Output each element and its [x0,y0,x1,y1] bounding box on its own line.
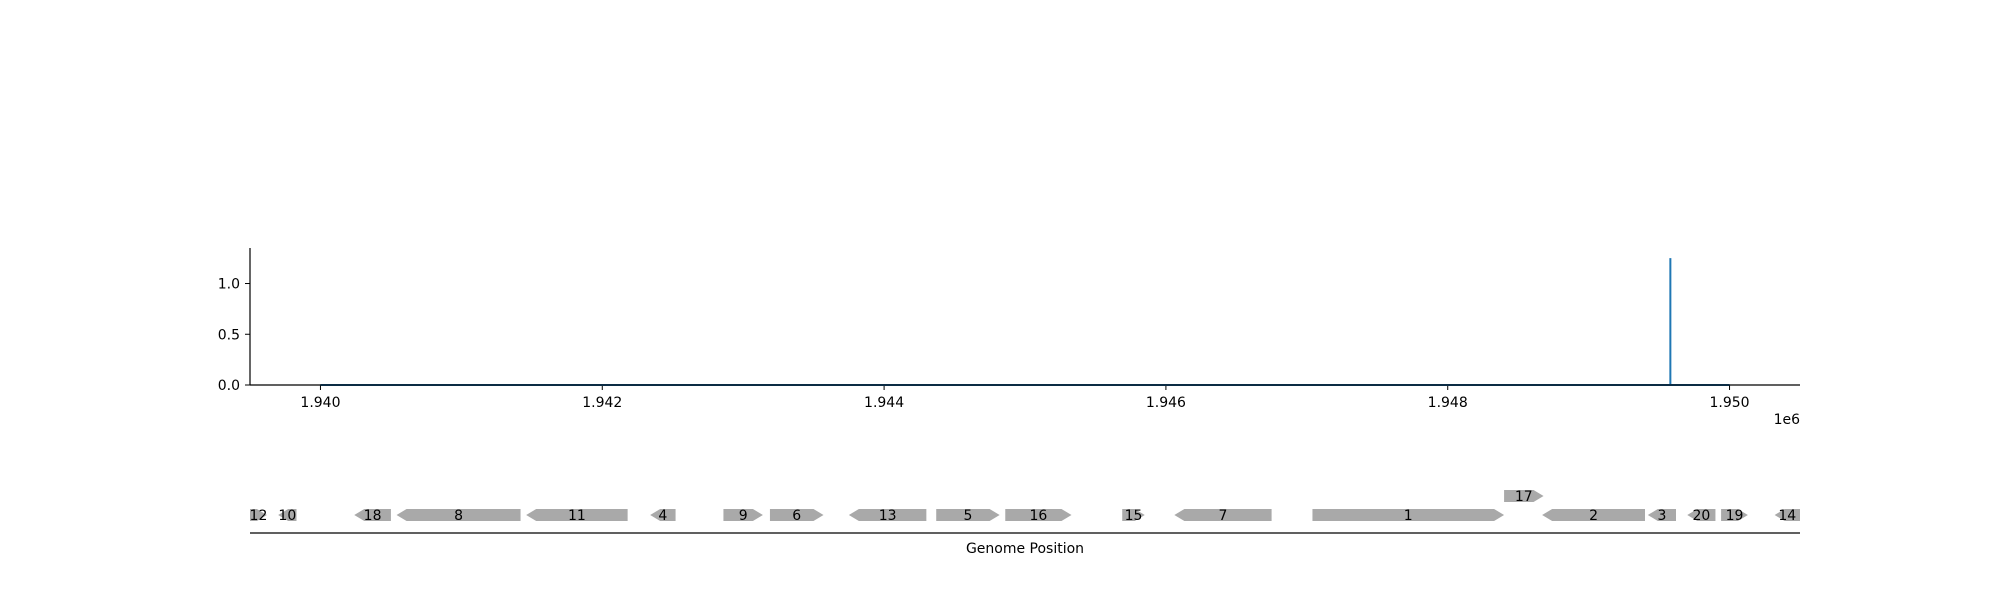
coverage-tick-group: 1.940 1.942 1.944 1.946 1.948 1.950 0.0 0.5 1.0 [218,277,1750,411]
x-tick-label: 1.946 [1146,395,1186,411]
gene-track-x-axis-label: Genome Position [966,541,1084,557]
gene-feature-label: 7 [1219,508,1228,524]
gene-feature-label: 17 [1515,489,1533,505]
gene-feature-label: 20 [1692,508,1710,524]
gene-feature-arrow [1647,509,1676,521]
x-tick-label: 1.940 [300,395,340,411]
gene-feature-label: 8 [454,508,463,524]
y-tick-label: 0.5 [218,327,240,343]
y-tick-label: 1.0 [218,277,240,293]
gene-feature-label: 18 [364,508,382,524]
coverage-plot: 1.940 1.942 1.944 1.946 1.948 1.9500.00.51.0 … [218,248,1800,428]
gene-feature-label: 3 [1657,508,1666,524]
gene-feature-label: 16 [1029,508,1047,524]
gene-feature-label: 13 [879,508,897,524]
gene-feature-label: 1 [1404,508,1413,524]
gene-feature-label: 19 [1726,508,1744,524]
gene-feature-arrow [396,509,521,521]
gene-feature-label: 11 [568,508,586,524]
x-tick-label: 1.948 [1428,395,1468,411]
coverage-series-line [320,258,1730,386]
y-tick-label: 0.0 [218,378,240,394]
gene-feature-arrow [1504,490,1544,502]
gene-feature-arrow [1774,509,1800,521]
gene-feature-arrow [1721,509,1748,521]
gene-feature-arrow [936,509,1000,521]
x-tick-label: 1.950 [1709,395,1749,411]
gene-feature-arrow [650,509,676,521]
gene-feature-label: 4 [658,508,667,524]
gene-feature-label: 15 [1125,508,1143,524]
coverage-series-group [320,258,1730,386]
gene-feature-label: 14 [1778,508,1796,524]
gene-feature-arrow [1312,509,1505,521]
gene-feature-label: 2 [1589,508,1598,524]
gene-feature-arrow [1174,509,1272,521]
gene-feature-arrow [723,509,763,521]
gene-feature-arrow [1005,509,1072,521]
gene-feature-group: 12 10 18 8 11 4 9 6 13 5 16 15 7 1 17 2 3 20 19 14 [250,489,1800,524]
x-tick-label: 1.944 [864,395,904,411]
gene-feature-arrow [1542,509,1645,521]
gene-feature-label: 6 [792,508,801,524]
gene-feature-arrow [526,509,628,521]
gene-feature-arrow [354,509,391,521]
gene-feature-label: 5 [963,508,972,524]
gene-feature-arrow [848,509,927,521]
gene-feature-arrow [278,509,297,521]
x-tick-label: 1.942 [582,395,622,411]
x-axis-offset-label: 1e6 [1774,412,1801,428]
gene-feature-arrow [769,509,824,521]
gene-feature-label: 10 [278,508,296,524]
gene-feature-arrow [250,509,267,521]
gene-feature-arrow [1122,509,1145,521]
gene-feature-label: 12 [250,508,268,524]
gene-feature-label: 9 [739,508,748,524]
gene-track: 12 10 18 8 11 4 9 6 13 5 16 15 7 1 17 2 3 20 19 14 Genome P… [250,489,1800,557]
gene-feature-arrow [1687,509,1716,521]
